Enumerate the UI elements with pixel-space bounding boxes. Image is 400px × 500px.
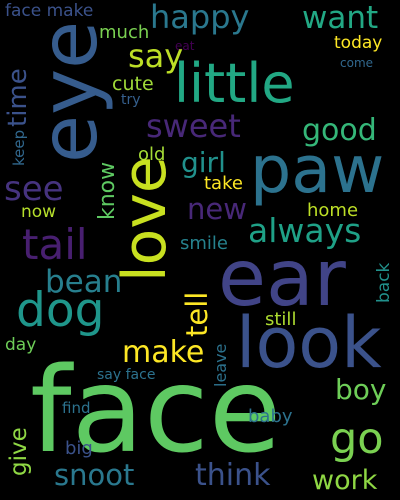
word-tail: tail xyxy=(22,220,88,269)
word-now: now xyxy=(21,202,57,222)
word-big: big xyxy=(65,438,93,459)
word-eye: eye xyxy=(25,20,115,163)
word-look: look xyxy=(236,302,382,384)
word-say-face: say face xyxy=(97,367,156,383)
word-work: work xyxy=(312,465,378,496)
word-face: face xyxy=(30,341,282,479)
word-make: make xyxy=(122,335,205,370)
word-much: much xyxy=(99,22,150,43)
word-little: little xyxy=(174,52,295,115)
word-good: good xyxy=(302,113,377,148)
word-find: find xyxy=(62,399,91,417)
word-girl: girl xyxy=(181,146,226,179)
word-paw: paw xyxy=(250,133,385,208)
word-always: always xyxy=(248,211,362,250)
word-face-make: face make xyxy=(5,1,94,21)
word-smile: smile xyxy=(180,233,228,254)
word-time: time xyxy=(3,68,33,127)
word-keep: keep xyxy=(10,129,28,166)
word-eat: eat xyxy=(175,39,195,53)
word-say: say xyxy=(128,37,184,75)
word-new: new xyxy=(187,192,247,226)
word-home: home xyxy=(307,200,359,221)
word-snoot: snoot xyxy=(54,458,135,492)
word-day: day xyxy=(5,335,37,355)
word-give: give xyxy=(6,427,32,476)
word-come: come xyxy=(340,56,374,70)
word-ear: ear xyxy=(218,234,346,324)
word-sweet: sweet xyxy=(146,107,241,145)
word-take: take xyxy=(204,173,243,194)
word-try: try xyxy=(121,92,141,108)
word-happy: happy xyxy=(150,0,250,36)
word-go: go xyxy=(330,414,384,464)
word-see: see xyxy=(4,169,64,209)
word-back: back xyxy=(374,262,394,303)
word-want: want xyxy=(302,0,379,36)
word-love: love xyxy=(110,156,180,282)
word-today: today xyxy=(334,33,383,53)
word-still: still xyxy=(265,309,297,330)
word-boy: boy xyxy=(335,373,387,406)
word-tell: tell xyxy=(180,291,214,337)
word-old: old xyxy=(138,144,166,165)
word-bean: bean xyxy=(45,264,123,300)
word-think: think xyxy=(195,458,271,493)
word-dog: dog xyxy=(16,283,105,338)
word-baby: baby xyxy=(248,406,293,427)
word-cute: cute xyxy=(112,73,154,95)
